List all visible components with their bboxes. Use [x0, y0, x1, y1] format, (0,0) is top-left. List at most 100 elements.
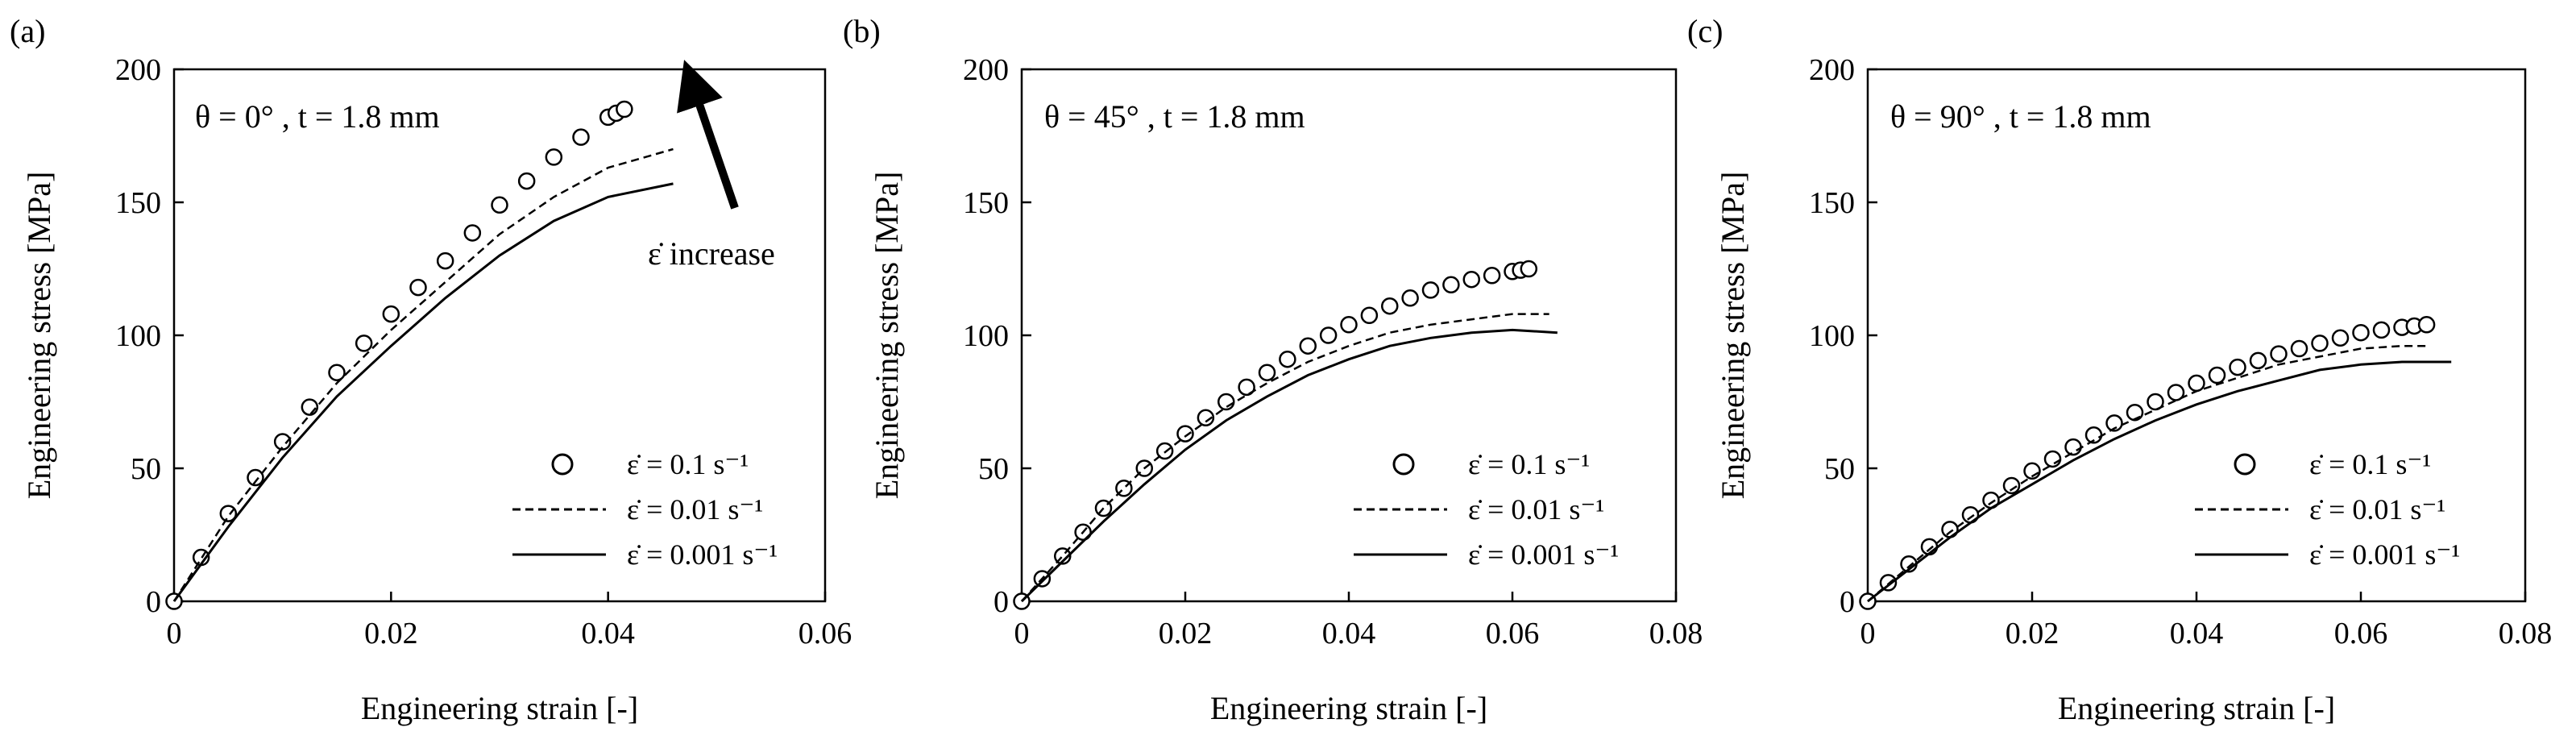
data-point-strain-rate-0.1 — [1258, 364, 1276, 381]
data-point-strain-rate-0.1 — [2126, 403, 2144, 422]
x-tick-label: 0.06 — [1486, 617, 1540, 650]
series-line-strain-rate-0.01 — [1021, 313, 1549, 602]
data-point-strain-rate-0.1 — [1381, 297, 1399, 315]
series-layer-b — [1013, 260, 1558, 610]
data-point-strain-rate-0.1 — [1197, 409, 1215, 427]
y-tick-label: 50 — [978, 452, 1009, 486]
y-tick-label: 150 — [963, 186, 1009, 220]
legend-marker-circle — [2234, 453, 2256, 476]
y-tick-label: 0 — [1840, 585, 1855, 619]
legend-label: ε̇ = 0.01 s⁻¹ — [1468, 493, 1604, 526]
data-point-strain-rate-0.1 — [2064, 438, 2082, 456]
x-tick-label: 0 — [1014, 617, 1030, 650]
increase-arrow — [677, 60, 739, 210]
data-point-strain-rate-0.1 — [2188, 374, 2205, 393]
x-tick-label: 0.02 — [2006, 617, 2060, 650]
series-line-strain-rate-0.001 — [172, 182, 674, 602]
legend-marker-circle — [1392, 453, 1415, 476]
data-point-strain-rate-0.1 — [1421, 281, 1440, 299]
data-point-strain-rate-0.1 — [1155, 442, 1174, 460]
x-tick-label: 0.08 — [2499, 617, 2553, 650]
data-point-strain-rate-0.1 — [1217, 393, 1235, 411]
series-line-strain-rate-0.001 — [1020, 328, 1558, 603]
series-line-strain-rate-0.01 — [1867, 344, 2427, 602]
x-tick-label: 0.04 — [2170, 617, 2224, 650]
data-point-strain-rate-0.1 — [2417, 316, 2436, 334]
series-layer-c — [1859, 316, 2452, 610]
condition-annotation-b: θ = 45° , t = 1.8 mm — [1044, 98, 1305, 135]
legend-label: ε̇ = 0.001 s⁻¹ — [627, 538, 778, 571]
data-point-strain-rate-0.1 — [1279, 350, 1296, 368]
axes-b: 0 0.02 0.04 0.06 0.08 0 50 100 150 200 Engineering… — [869, 53, 1703, 726]
data-point-strain-rate-0.1 — [2105, 414, 2123, 432]
data-point-strain-rate-0.1 — [328, 364, 346, 381]
axes-a: 0 0.02 0.04 0.06 0 50 100 150 200 Engineering str… — [21, 53, 852, 726]
y-tick-label: 200 — [1809, 53, 1855, 87]
data-point-strain-rate-0.1 — [2147, 393, 2164, 411]
data-point-strain-rate-0.1 — [1176, 425, 1194, 443]
data-point-strain-rate-0.1 — [1401, 289, 1419, 307]
data-point-strain-rate-0.1 — [545, 148, 563, 166]
y-tick-label: 100 — [1809, 319, 1855, 353]
data-point-strain-rate-0.1 — [1319, 326, 1338, 344]
y-tick-label: 150 — [115, 186, 161, 220]
condition-annotation-a: θ = 0° , t = 1.8 mm — [195, 98, 440, 135]
y-axis-title: Engineering stress [MPa] — [869, 172, 905, 500]
data-point-strain-rate-0.1 — [1340, 316, 1358, 334]
data-point-strain-rate-0.1 — [1238, 378, 1255, 397]
data-point-strain-rate-0.1 — [2002, 476, 2021, 495]
data-point-strain-rate-0.1 — [273, 433, 292, 451]
x-tick-label: 0.04 — [1322, 617, 1376, 650]
y-tick-label: 0 — [146, 585, 161, 619]
data-point-strain-rate-0.1 — [1299, 337, 1317, 355]
panel-label-a: (a) — [10, 13, 45, 49]
x-tick-label: 0.08 — [1649, 617, 1703, 650]
data-point-strain-rate-0.1 — [2352, 323, 2370, 342]
increase-arrow-line — [677, 60, 739, 210]
data-point-strain-rate-0.1 — [1360, 306, 1379, 324]
legend-label: ε̇ = 0.001 s⁻¹ — [2309, 538, 2460, 571]
panel-label-b: (b) — [843, 13, 881, 49]
y-axis-title: Engineering stress [MPa] — [21, 172, 57, 500]
x-tick-label: 0 — [167, 617, 182, 650]
legend-label: ε̇ = 0.1 s⁻¹ — [627, 448, 749, 480]
y-tick-label: 50 — [1824, 452, 1855, 486]
data-point-strain-rate-0.1 — [1520, 260, 1538, 278]
series-layer-a — [165, 100, 674, 610]
x-tick-label: 0.02 — [1159, 617, 1213, 650]
data-point-strain-rate-0.1 — [616, 100, 633, 118]
data-point-strain-rate-0.1 — [491, 196, 508, 214]
legend-label: ε̇ = 0.01 s⁻¹ — [627, 493, 763, 526]
y-axis-title: Engineering stress [MPa] — [1715, 172, 1751, 500]
y-tick-label: 100 — [963, 319, 1009, 353]
x-tick-label: 0.02 — [364, 617, 418, 650]
data-point-strain-rate-0.1 — [2372, 321, 2391, 339]
data-point-strain-rate-0.1 — [409, 278, 427, 297]
x-axis-title: Engineering strain [-] — [361, 690, 638, 726]
y-tick-label: 150 — [1809, 186, 1855, 220]
data-point-strain-rate-0.1 — [517, 172, 536, 190]
data-point-strain-rate-0.1 — [2167, 384, 2185, 401]
x-tick-label: 0.06 — [2334, 617, 2388, 650]
panel-label-c: (c) — [1687, 13, 1723, 49]
y-tick-label: 0 — [993, 585, 1009, 619]
data-point-strain-rate-0.1 — [2043, 450, 2062, 468]
data-point-strain-rate-0.1 — [572, 128, 590, 146]
data-point-strain-rate-0.1 — [2208, 366, 2226, 384]
data-point-strain-rate-0.1 — [1442, 276, 1460, 294]
data-point-strain-rate-0.1 — [301, 398, 319, 416]
data-point-strain-rate-0.1 — [463, 224, 482, 242]
condition-annotation-c: θ = 90° , t = 1.8 mm — [1890, 98, 2151, 135]
legend-marker-circle — [551, 453, 574, 476]
chart-panel-a: (a) 0 0.02 0.04 0.06 0 50 100 150 200 Engineering… — [10, 13, 852, 726]
x-axis-title: Engineering strain [-] — [2058, 690, 2335, 726]
legend-label: ε̇ = 0.001 s⁻¹ — [1468, 538, 1619, 571]
series-line-strain-rate-0.01 — [172, 148, 674, 602]
axes-c: 0 0.02 0.04 0.06 0.08 0 50 100 150 200 Engineering… — [1715, 53, 2552, 726]
data-point-strain-rate-0.1 — [2270, 345, 2288, 363]
data-point-strain-rate-0.1 — [2249, 351, 2267, 370]
y-tick-label: 200 — [115, 53, 161, 87]
x-tick-label: 0.06 — [799, 617, 852, 650]
legend-a: ε̇ = 0.1 s⁻¹ ε̇ = 0.01 s⁻¹ ε̇ = 0.001 s⁻¹ — [512, 448, 778, 571]
